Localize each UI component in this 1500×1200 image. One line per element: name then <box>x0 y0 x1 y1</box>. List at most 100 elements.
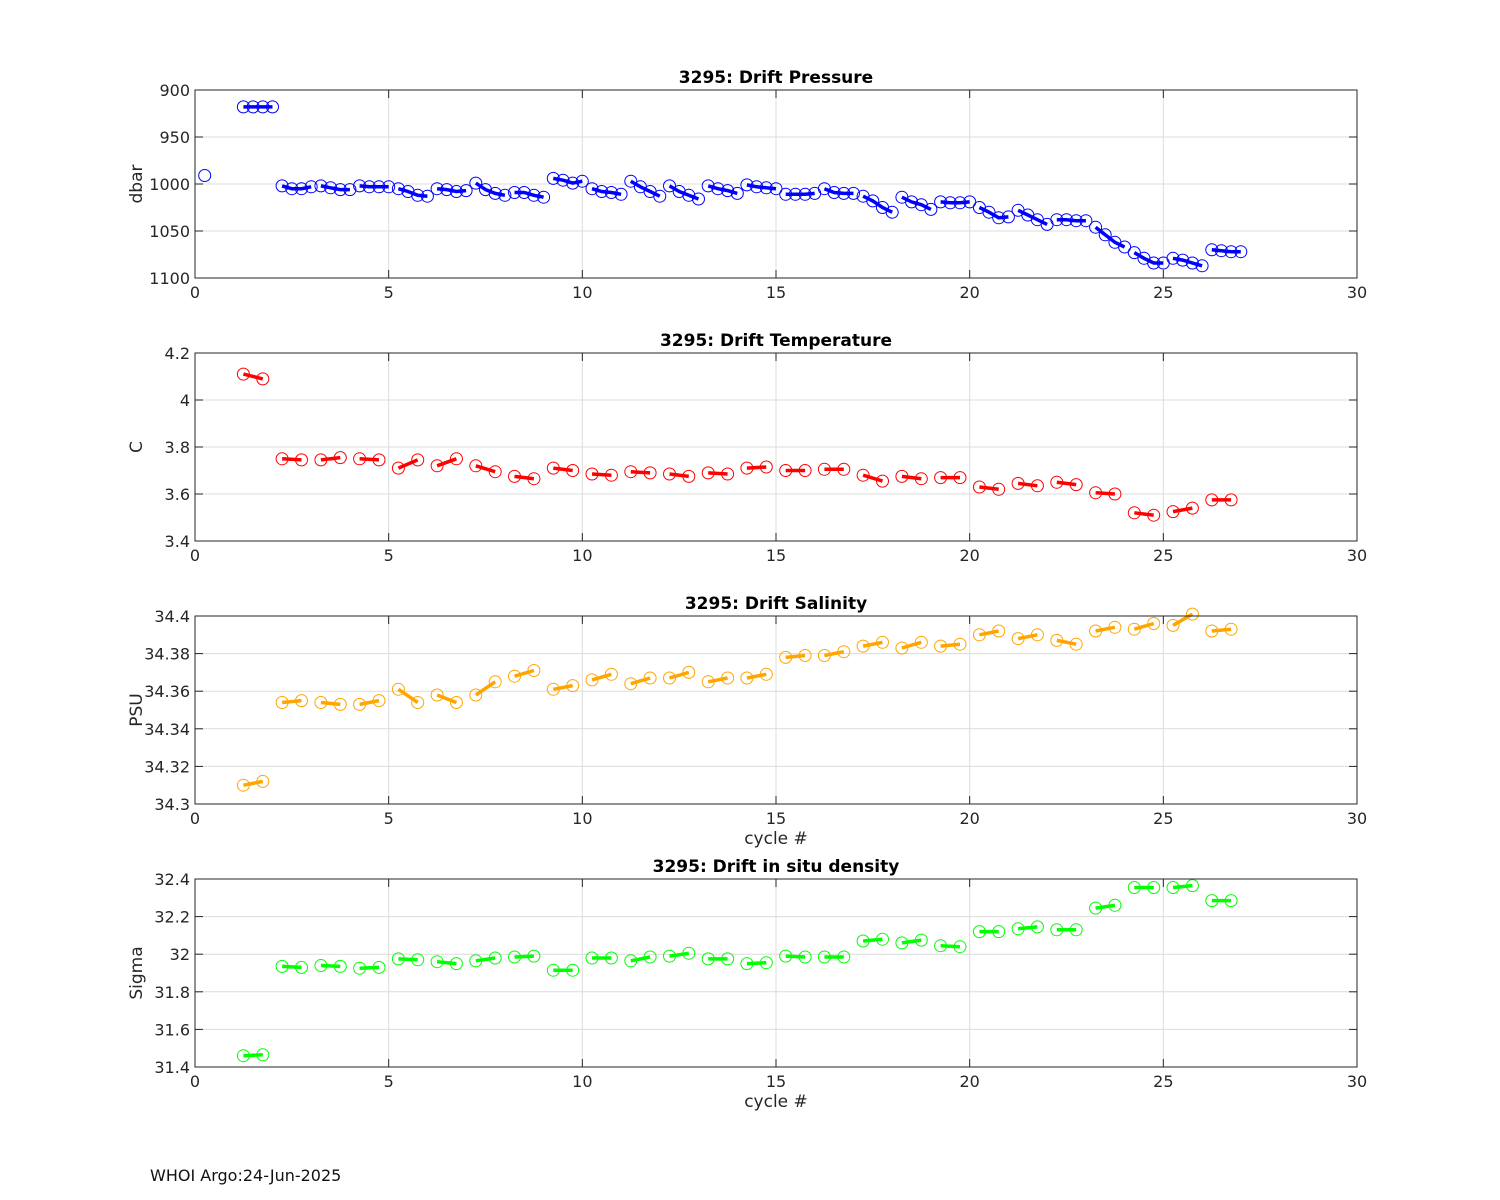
x-tick-label: 0 <box>190 1072 200 1091</box>
series-line <box>746 960 767 966</box>
data-point <box>856 468 870 482</box>
series-line <box>359 698 380 707</box>
data-point <box>721 671 735 685</box>
data-point <box>827 186 841 199</box>
data-point <box>585 951 599 965</box>
x-tick-label: 15 <box>766 283 786 302</box>
data-point <box>411 188 425 202</box>
chart-title: 3295: Drift Pressure <box>679 68 873 88</box>
series-line <box>862 937 883 943</box>
series-line <box>979 629 1000 637</box>
data-point <box>546 461 560 475</box>
data-point <box>953 196 967 210</box>
y-tick-label: 1000 <box>149 175 190 194</box>
data-point <box>362 180 376 194</box>
data-point <box>963 195 977 209</box>
series-line <box>862 640 883 648</box>
data-point <box>236 1049 250 1063</box>
data-point <box>372 180 386 194</box>
data-point <box>721 952 735 966</box>
data-point <box>924 202 938 216</box>
data-point <box>236 367 250 381</box>
data-point <box>411 953 425 967</box>
data-point <box>527 949 541 963</box>
data-point <box>701 675 715 689</box>
data-point <box>953 471 967 485</box>
series-line <box>514 474 535 481</box>
x-tick-label: 15 <box>766 1072 786 1091</box>
y-tick-label: 34.38 <box>144 645 190 664</box>
y-tick-label: 1050 <box>149 222 190 241</box>
data-point <box>721 467 735 481</box>
series-line <box>1134 511 1154 517</box>
series-line <box>1056 480 1077 487</box>
data-point <box>1147 256 1161 270</box>
series-line <box>901 195 932 211</box>
data-point <box>837 645 851 659</box>
data-point <box>992 624 1006 638</box>
x-tick-label: 0 <box>190 283 200 302</box>
series-line <box>436 457 457 468</box>
data-point <box>779 949 793 963</box>
data-point <box>876 474 889 488</box>
y-axis-label: dbar <box>127 165 147 204</box>
data-point <box>1224 493 1238 507</box>
x-tick-label: 10 <box>572 283 592 302</box>
data-point <box>682 188 696 202</box>
data-point <box>479 183 492 197</box>
data-point <box>1060 213 1073 227</box>
grid <box>195 616 1357 804</box>
data-point <box>934 471 948 485</box>
data-point <box>837 950 851 964</box>
data-point <box>1108 487 1122 501</box>
data-point <box>798 187 812 201</box>
data-point <box>663 949 676 963</box>
data-point <box>333 183 347 197</box>
data-point <box>663 467 676 481</box>
data-point <box>314 179 328 193</box>
data-point <box>566 176 580 190</box>
x-tick-label: 25 <box>1153 809 1173 828</box>
series-line <box>1017 208 1048 226</box>
data-point <box>1050 633 1064 647</box>
series-line <box>1095 625 1116 633</box>
series-line <box>669 472 690 479</box>
data-point <box>575 174 589 188</box>
y-tick-label: 31.4 <box>154 1058 190 1077</box>
chart-title: 3295: Drift in situ density <box>653 857 900 877</box>
data-point <box>469 459 483 473</box>
data-point <box>779 187 793 201</box>
data-point <box>401 185 415 198</box>
data-point <box>1214 244 1228 258</box>
data-series <box>236 879 1238 1063</box>
x-tick-label: 10 <box>572 1072 592 1091</box>
series-line <box>474 680 497 697</box>
data-point <box>934 939 948 953</box>
data-point <box>914 933 928 947</box>
x-axis-label: cycle # <box>744 829 808 849</box>
series-line <box>708 471 728 476</box>
data-point <box>701 466 715 480</box>
x-tick-label: 0 <box>190 546 200 565</box>
data-point <box>411 696 425 709</box>
series-line <box>359 184 389 189</box>
data-point <box>1166 881 1180 894</box>
data-point <box>256 372 270 386</box>
data-point <box>275 179 289 193</box>
series-line <box>707 184 738 196</box>
x-tick-label: 10 <box>572 809 592 828</box>
data-point <box>1089 486 1103 500</box>
data-point <box>469 954 483 968</box>
data-point <box>449 185 463 198</box>
data-point <box>972 925 986 939</box>
data-point <box>905 195 919 209</box>
data-point <box>847 186 860 200</box>
data-point <box>653 189 667 203</box>
x-tick-label: 20 <box>959 809 979 828</box>
grid <box>195 353 1357 541</box>
y-axis-label: PSU <box>127 693 147 727</box>
data-point <box>391 182 405 196</box>
data-point <box>740 461 754 475</box>
data-point <box>972 628 986 642</box>
series-line <box>862 473 884 483</box>
